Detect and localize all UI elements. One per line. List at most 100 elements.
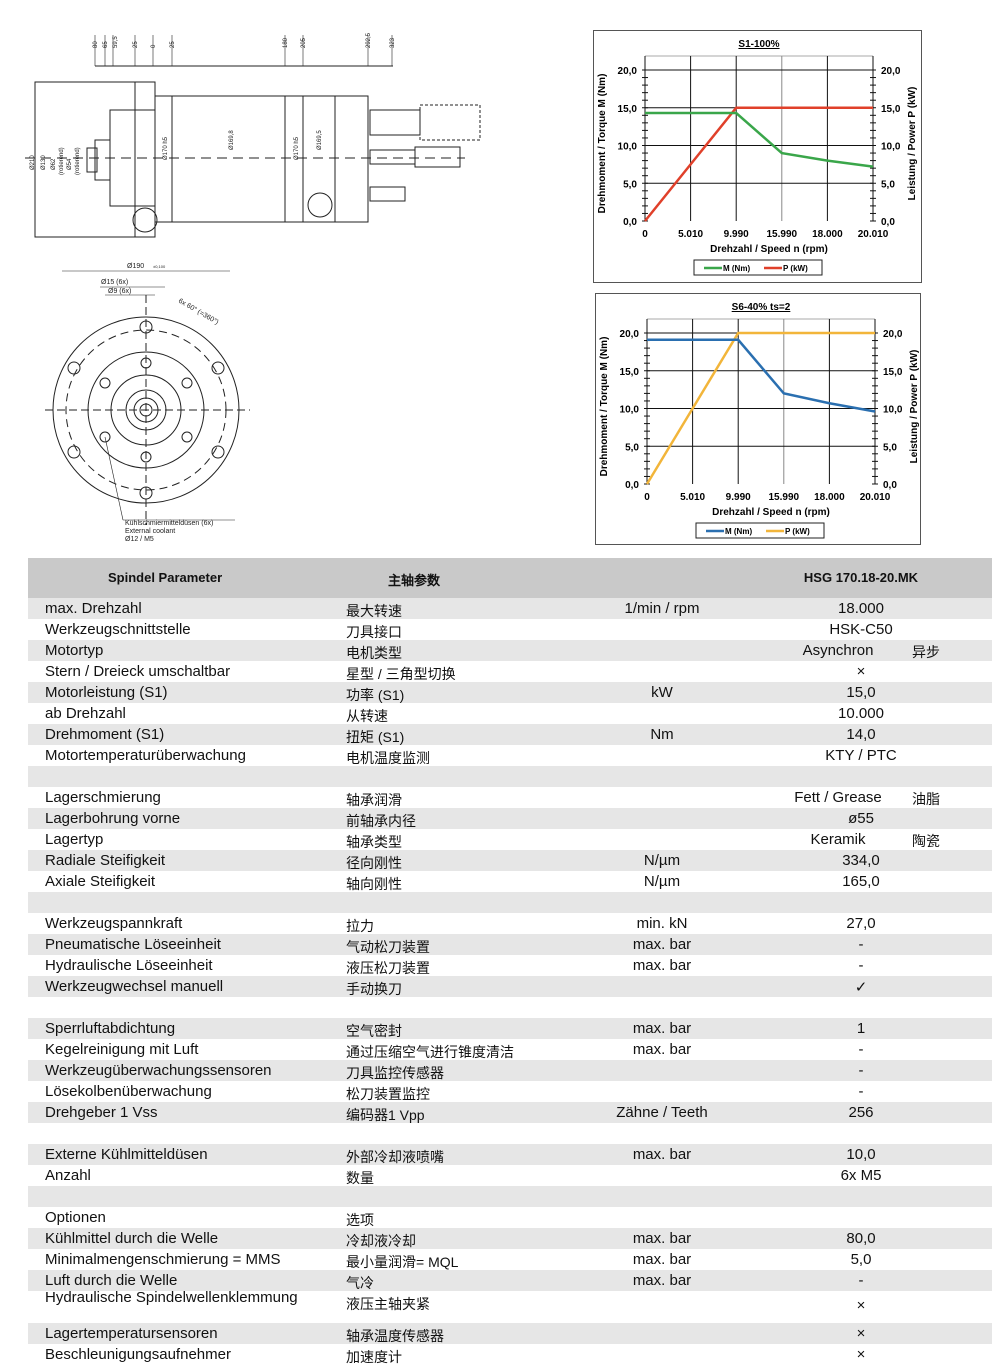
table-row: Kegelreinigung mit Luft 通过压缩空气进行锥度清洁 max. … <box>28 1039 992 1060</box>
param-name-cn: 空气密封 <box>346 1023 402 1039</box>
param-name: Axiale Steifigkeit <box>45 873 156 890</box>
y2-tick-label: 5,0 <box>883 442 897 453</box>
param-name-cn: 最小量润滑= MQL <box>346 1254 459 1270</box>
param-name: Radiale Steifigkeit <box>45 852 166 869</box>
y2-tick-label: 20,0 <box>881 66 901 77</box>
param-value: × <box>856 663 866 680</box>
param-name: Werkzeugwechsel manuell <box>45 978 224 995</box>
y-tick-label: 20,0 <box>620 329 640 340</box>
param-name: Werkzeugüberwachungssensoren <box>45 1062 272 1079</box>
table-row <box>28 892 992 913</box>
table-row: max. Drehzahl 最大转速 1/min / rpm 18.000 <box>28 598 992 619</box>
table-row <box>28 766 992 787</box>
table-row: Drehgeber 1 Vss 编码器1 Vpp Zähne / Teeth 256 <box>28 1102 992 1123</box>
param-name-cn: 松刀装置监控 <box>346 1086 430 1102</box>
dim-top-label: 323 <box>390 37 396 48</box>
table-row <box>28 1123 992 1144</box>
legend-label: P (kW) <box>785 527 810 536</box>
param-value: 256 <box>848 1104 874 1121</box>
param-name: Lagertyp <box>45 831 104 848</box>
param-value: × <box>856 1325 866 1342</box>
param-value: 15,0 <box>846 684 876 701</box>
param-name-cn: 最大转速 <box>346 603 402 619</box>
param-value: HSK-C50 <box>829 621 893 638</box>
x-tick-label: 20.010 <box>860 492 891 503</box>
table-row <box>28 1186 992 1207</box>
table-row: Pneumatische Löseeinheit 气动松刀装置 max. bar - <box>28 934 992 955</box>
param-name: ab Drehzahl <box>45 705 126 722</box>
x-axis-label: Drehzahl / Speed n (rpm) <box>712 507 830 518</box>
y-tick-label: 0,0 <box>625 480 639 491</box>
param-name-cn: 刀具接口 <box>346 624 402 640</box>
param-unit: N/µm <box>643 852 681 869</box>
dim-body-label: Ø170 h5 <box>163 136 169 160</box>
x-tick-label: 5.010 <box>680 492 705 503</box>
y2-tick-label: 20,0 <box>883 329 903 340</box>
param-name-cn: 从转速 <box>346 708 388 724</box>
param-name-cn: 气动松刀装置 <box>346 939 430 955</box>
coolant-note-size: Ø12 / M5 <box>125 536 154 543</box>
param-unit: min. kN <box>636 915 688 932</box>
param-name: Externe Kühlmitteldüsen <box>45 1146 208 1163</box>
table-row: Beschleunigungsaufnehmer 加速度计 × <box>28 1344 992 1365</box>
param-name: Luft durch die Welle <box>45 1272 178 1289</box>
y-axis-label: Drehmoment / Torque M (Nm) <box>597 74 608 214</box>
y-tick-label: 15,0 <box>618 104 638 115</box>
param-value: 18.000 <box>838 600 884 617</box>
param-value: × <box>856 1297 866 1314</box>
dim-top-label: 205 <box>301 37 307 48</box>
param-value: 10,0 <box>846 1146 876 1163</box>
y2-tick-label: 5,0 <box>881 179 895 190</box>
legend-box <box>693 259 823 276</box>
legend-label: P (kW) <box>783 264 808 273</box>
table-header: Spindel Parameter 主轴参数 HSG 170.18-20.MK <box>28 558 992 598</box>
param-name-cn: 选项 <box>346 1212 374 1228</box>
param-name: Lagerschmierung <box>45 789 161 806</box>
dim-top-label: 180 <box>283 37 289 48</box>
param-name: Motortyp <box>45 642 104 659</box>
param-name: Kühlmittel durch die Welle <box>45 1230 219 1247</box>
coolant-note-en: External coolant <box>125 528 175 535</box>
y-tick-label: 0,0 <box>623 217 637 228</box>
param-value: Fett / Grease <box>794 789 882 806</box>
param-value: KTY / PTC <box>825 747 897 764</box>
table-row: Werkzeugspannkraft 拉力 min. kN 27,0 <box>28 913 992 934</box>
param-value: 5,0 <box>850 1251 872 1268</box>
table-row: Motorleistung (S1) 功率 (S1) kW 15,0 <box>28 682 992 703</box>
table-row: Lösekolbenüberwachung 松刀装置监控 - <box>28 1081 992 1102</box>
param-name-cn: 加速度计 <box>346 1349 402 1365</box>
table-row: Kühlmittel durch die Welle 冷却液冷却 max. bar 8… <box>28 1228 992 1249</box>
header-param: Spindel Parameter <box>108 570 223 585</box>
param-name-cn: 轴承类型 <box>346 834 402 850</box>
param-unit: Nm <box>650 726 674 743</box>
param-value: 14,0 <box>846 726 876 743</box>
hole15-label: Ø15 (6x) <box>101 279 128 286</box>
param-value: 1 <box>856 1020 866 1037</box>
table-row: Hydraulische Löseeinheit 液压松刀装置 max. bar - <box>28 955 992 976</box>
param-value: - <box>858 1083 864 1100</box>
table-row: Luft durch die Welle 气冷 max. bar - <box>28 1270 992 1291</box>
param-unit: max. bar <box>632 1041 692 1058</box>
y2-tick-label: 0,0 <box>881 217 895 228</box>
legend-box <box>695 522 825 539</box>
chart-s1: 0,0 0,0 5,0 5,0 10,0 10,0 15,0 15,0 20,0 20,0 0 5.0… <box>593 30 922 283</box>
x-tick-label: 20.010 <box>858 229 889 240</box>
table-row: Werkzeugwechsel manuell 手动换刀 ✓ <box>28 976 992 997</box>
param-value: 334,0 <box>842 852 880 869</box>
chart-s6: 0,0 0,0 5,0 5,0 10,0 10,0 15,0 15,0 20,0 20,0 0 5.0… <box>595 293 921 545</box>
param-name-cn: 液压松刀装置 <box>346 960 430 976</box>
param-unit: max. bar <box>632 936 692 953</box>
table-row: Lagertemperatursensoren 轴承温度传感器 × <box>28 1323 992 1344</box>
param-name-cn: 通过压缩空气进行锥度清洁 <box>346 1044 514 1060</box>
dim-left-label: Ø210 <box>30 155 36 170</box>
dim-top-label: 80 <box>93 41 99 48</box>
series-line-0 <box>647 338 876 413</box>
param-name: Werkzeugspannkraft <box>45 915 183 932</box>
chart-title: S1-100% <box>738 39 779 50</box>
param-name-cn: 拉力 <box>346 918 374 934</box>
param-value-cn: 油脂 <box>912 791 940 807</box>
y-tick-label: 20,0 <box>618 66 638 77</box>
table-row: ab Drehzahl 从转速 10.000 <box>28 703 992 724</box>
x-axis-label: Drehzahl / Speed n (rpm) <box>710 244 828 255</box>
table-row: Sperrluftabdichtung 空气密封 max. bar 1 <box>28 1018 992 1039</box>
